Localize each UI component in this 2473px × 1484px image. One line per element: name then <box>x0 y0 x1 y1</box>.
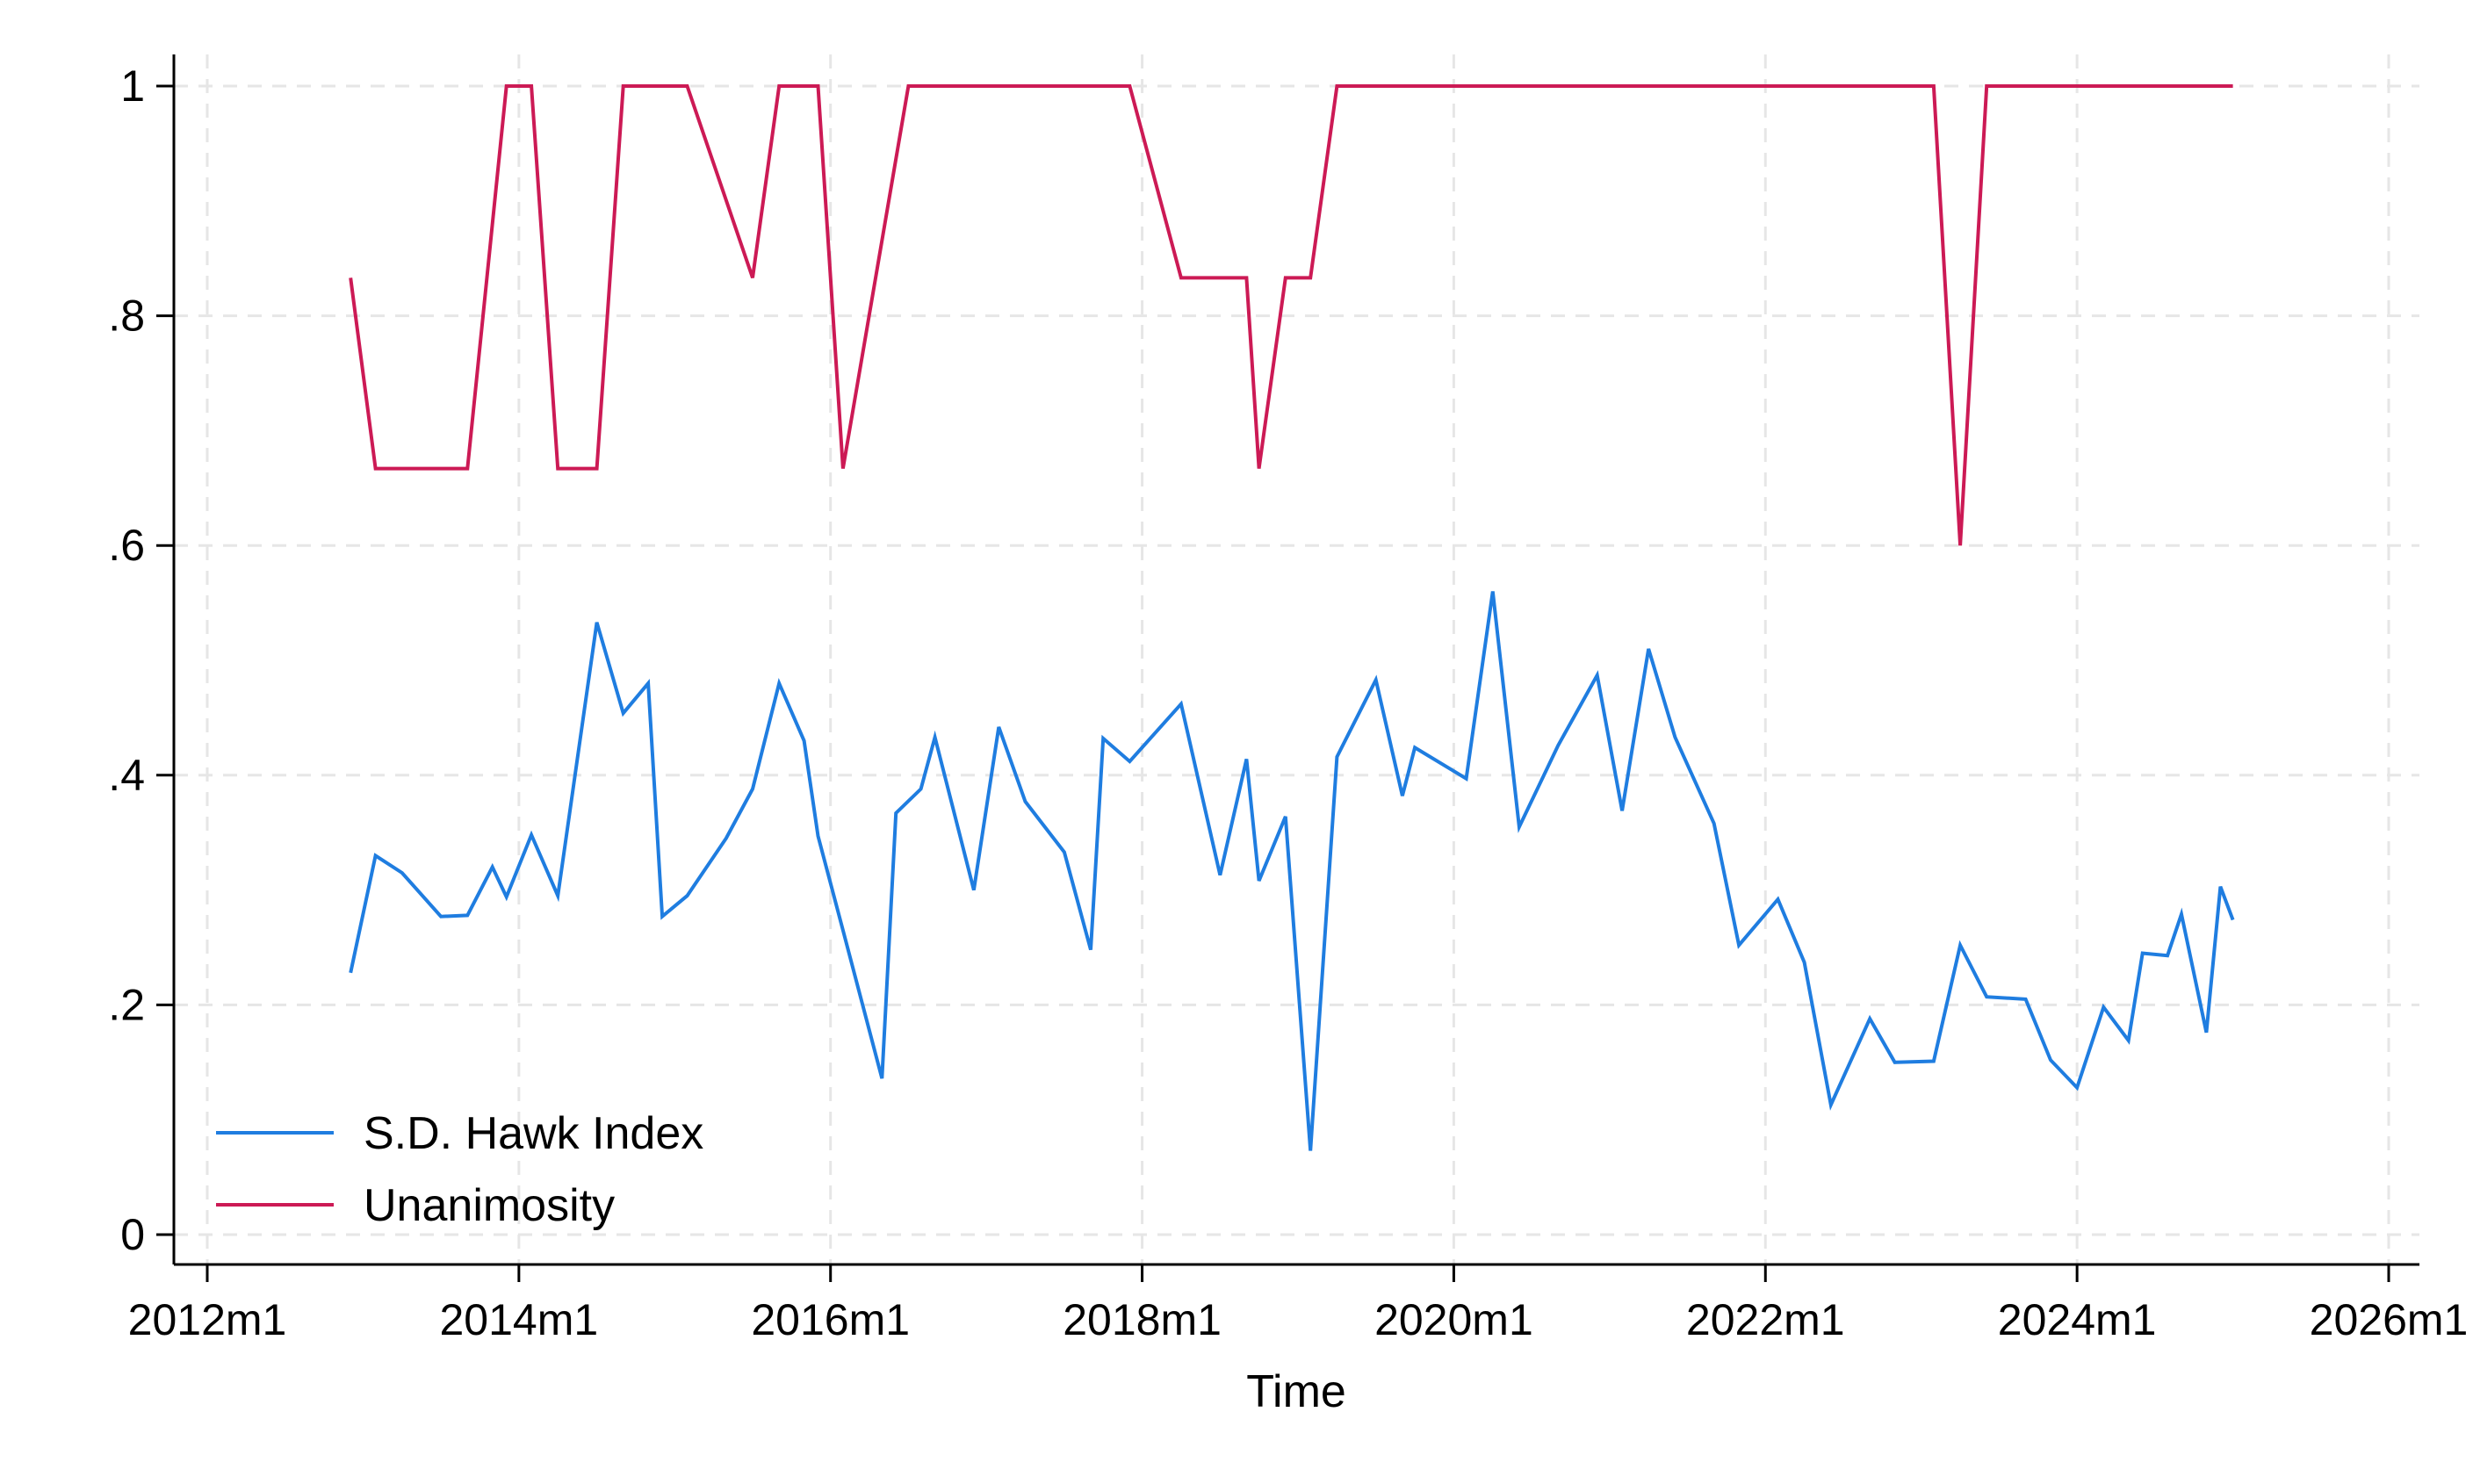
axes <box>172 54 2419 1266</box>
series-points-0 <box>348 589 2235 1154</box>
x-axis-ticks: 2012m1 2014m1 2016m1 2018m1 2020m1 2022m1 2024… <box>128 1264 2469 1344</box>
y-tick-label: 1 <box>120 61 145 111</box>
x-tick-label: 2012m1 <box>128 1295 287 1344</box>
x-tick-label: 2026m1 <box>2310 1295 2469 1344</box>
x-axis-title: Time <box>1246 1366 1346 1417</box>
x-tick-label: 2018m1 <box>1063 1295 1222 1344</box>
y-tick-label: .8 <box>108 292 145 341</box>
series-line-1 <box>349 84 2233 546</box>
x-tick-label: 2014m1 <box>440 1295 599 1344</box>
y-tick-label: .6 <box>108 521 145 570</box>
series-line-0 <box>349 591 2235 1151</box>
grid-lines <box>174 54 2419 1264</box>
legend: S.D. Hawk Index Unanimosity <box>216 1108 703 1231</box>
y-axis-ticks: 0 .2 .4 .6 .8 1 <box>108 61 174 1259</box>
x-tick-label: 2022m1 <box>1686 1295 1845 1344</box>
y-tick-label: .4 <box>108 751 145 800</box>
x-tick-label: 2020m1 <box>1374 1295 1533 1344</box>
y-tick-label: .2 <box>108 980 145 1029</box>
y-tick-label: 0 <box>120 1210 145 1259</box>
x-tick-label: 2016m1 <box>751 1295 910 1344</box>
x-tick-label: 2024m1 <box>1998 1295 2157 1344</box>
legend-label: S.D. Hawk Index <box>364 1108 703 1159</box>
series-lines <box>348 84 2235 1154</box>
legend-label: Unanimosity <box>364 1180 615 1231</box>
